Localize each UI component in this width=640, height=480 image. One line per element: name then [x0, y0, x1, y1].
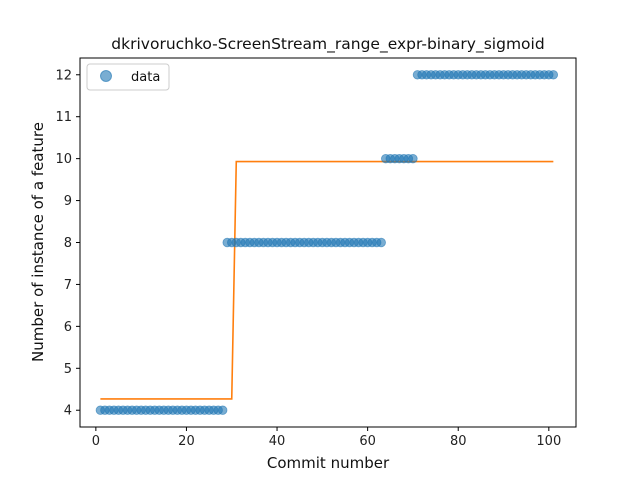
y-tick-label: 6	[64, 320, 72, 335]
legend-marker-data	[100, 70, 112, 82]
x-tick-label: 80	[450, 434, 467, 449]
x-tick-label: 40	[269, 434, 286, 449]
data-points-layer	[95, 70, 559, 415]
data-point	[376, 237, 386, 248]
x-tick-label: 60	[359, 434, 376, 449]
x-axis: 0 20 40 60 80 100	[92, 427, 561, 449]
x-axis-label: Commit number	[267, 454, 390, 472]
fit-line-layer	[100, 160, 554, 400]
y-axis-label: Number of instance of a feature	[29, 122, 47, 362]
y-tick-label: 7	[64, 278, 72, 293]
x-tick-label: 0	[92, 434, 100, 449]
fit-line	[100, 160, 554, 400]
data-point	[408, 153, 418, 164]
y-axis: 4 5 6 7 8 9 10 11 12	[55, 68, 80, 419]
x-tick-label: 100	[536, 434, 561, 449]
x-tick-label: 20	[178, 434, 195, 449]
legend-label-data: data	[131, 70, 160, 85]
y-tick-label: 8	[64, 236, 72, 251]
y-tick-label: 4	[64, 404, 72, 419]
y-tick-label: 12	[55, 68, 72, 83]
y-tick-label: 10	[55, 152, 72, 167]
y-tick-label: 11	[55, 110, 72, 125]
data-point	[548, 70, 559, 80]
y-tick-label: 5	[64, 362, 72, 377]
chart-title: dkrivoruchko-ScreenStream_range_expr-bin…	[111, 35, 544, 54]
y-tick-label: 9	[64, 194, 72, 209]
data-point	[217, 405, 228, 415]
legend: data	[86, 63, 170, 91]
